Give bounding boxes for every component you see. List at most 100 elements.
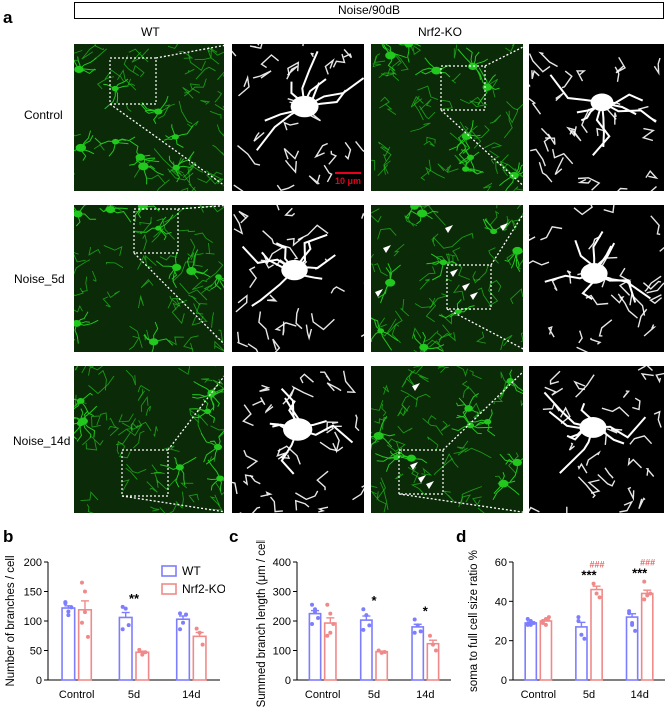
data-point bbox=[415, 623, 420, 628]
column-label-nrf2ko: Nrf2-KO bbox=[418, 25, 463, 39]
data-point bbox=[546, 615, 551, 620]
data-point bbox=[79, 580, 84, 585]
x-tick-label: 14d bbox=[630, 689, 648, 701]
data-point bbox=[433, 648, 438, 653]
data-point bbox=[412, 630, 417, 635]
legend-label: WT bbox=[182, 564, 201, 578]
legend-label: Nrf2-KO bbox=[182, 582, 225, 596]
data-point bbox=[576, 619, 581, 623]
x-tick-label: 5d bbox=[368, 689, 380, 701]
bar-wt-5d bbox=[575, 626, 588, 681]
data-point bbox=[364, 613, 369, 618]
y-tick-label: 300 bbox=[273, 587, 291, 599]
row-label-control: Control bbox=[24, 108, 63, 122]
data-point bbox=[630, 622, 635, 627]
y-tick-label: 100 bbox=[273, 646, 291, 658]
chart-soma-ratio: 0 20 40 60 soma to full cell size ratio % Con… bbox=[468, 550, 665, 701]
data-point bbox=[313, 610, 318, 615]
data-point bbox=[379, 650, 384, 655]
data-point bbox=[325, 602, 330, 607]
data-point bbox=[143, 650, 148, 655]
row-label-noise-14d: Noise_14d bbox=[13, 434, 71, 448]
data-point bbox=[123, 606, 128, 611]
x-tick-label: 14d bbox=[182, 689, 200, 701]
bar-nrf2-ko-5d bbox=[135, 651, 150, 681]
y-tick-label: 0 bbox=[285, 675, 291, 687]
micrograph-noise-14d-nrf2ko-skeleton bbox=[529, 366, 664, 513]
scale-bar bbox=[335, 172, 361, 174]
y-tick-label: 400 bbox=[273, 557, 291, 569]
data-point bbox=[197, 630, 202, 635]
data-point bbox=[126, 623, 131, 628]
micrograph-control-nrf2ko-skeleton bbox=[529, 44, 664, 191]
bar-wt-5d bbox=[118, 616, 133, 681]
data-point bbox=[582, 636, 587, 641]
data-point bbox=[69, 605, 74, 610]
data-point bbox=[525, 622, 530, 627]
data-point bbox=[137, 647, 142, 652]
bar-nrf2-ko-5d bbox=[590, 588, 603, 681]
bar-nrf2-ko-control bbox=[539, 620, 553, 681]
data-point bbox=[184, 612, 189, 617]
y-tick-label: 100 bbox=[24, 616, 42, 628]
data-point bbox=[579, 632, 584, 637]
data-point bbox=[576, 615, 581, 620]
data-point bbox=[331, 621, 336, 626]
micrograph-control-wt-skeleton bbox=[232, 44, 364, 191]
data-point bbox=[642, 597, 647, 602]
data-point bbox=[591, 581, 596, 586]
y-tick-label: 60 bbox=[495, 557, 507, 569]
data-point bbox=[418, 629, 423, 634]
data-point bbox=[427, 633, 432, 638]
data-point bbox=[633, 628, 638, 633]
data-point bbox=[66, 609, 71, 614]
micrograph-noise-14d-wt-skeleton bbox=[232, 366, 364, 513]
data-point bbox=[367, 623, 372, 628]
data-point bbox=[382, 649, 387, 654]
significance-marker: ### bbox=[640, 558, 655, 568]
data-point bbox=[328, 611, 333, 616]
data-point bbox=[645, 593, 650, 598]
data-point bbox=[597, 595, 602, 600]
scale-bar-label: 10 μm bbox=[335, 176, 362, 186]
significance-marker: * bbox=[423, 604, 429, 619]
micrograph-control-wt-fluorescence bbox=[74, 44, 224, 191]
x-tick-label: Control bbox=[59, 689, 94, 701]
data-point bbox=[63, 600, 68, 605]
y-axis-label: soma to full cell size ratio % bbox=[468, 550, 480, 692]
data-point bbox=[528, 622, 533, 627]
y-tick-label: 40 bbox=[495, 596, 507, 608]
y-tick-label: 0 bbox=[36, 675, 42, 687]
x-tick-label: Control bbox=[305, 689, 340, 701]
legend-swatch bbox=[161, 565, 177, 577]
legend-swatch bbox=[161, 583, 177, 595]
y-tick-label: 200 bbox=[24, 557, 42, 569]
data-point bbox=[543, 617, 548, 622]
panel-c-letter: c bbox=[229, 527, 239, 546]
data-point bbox=[85, 634, 90, 639]
data-point bbox=[178, 627, 183, 632]
data-point bbox=[178, 611, 183, 616]
data-point bbox=[194, 626, 199, 631]
y-tick-label: 20 bbox=[495, 636, 507, 648]
x-tick-label: 5d bbox=[128, 689, 140, 701]
significance-marker: ### bbox=[589, 560, 604, 570]
column-label-wt: WT bbox=[141, 25, 160, 39]
data-point bbox=[66, 613, 71, 618]
chart-branches: 0 50 100 150 200 Number of branches / cell Con… bbox=[5, 555, 225, 701]
data-point bbox=[310, 602, 315, 607]
bar-wt-control bbox=[524, 622, 538, 681]
data-point bbox=[325, 633, 330, 638]
data-point bbox=[313, 607, 318, 612]
x-tick-label: 5d bbox=[583, 689, 595, 701]
significance-marker: *** bbox=[632, 566, 648, 581]
data-point bbox=[328, 630, 333, 635]
data-point bbox=[200, 642, 205, 647]
data-point bbox=[543, 622, 548, 627]
panel-d-letter: d bbox=[456, 527, 467, 546]
data-point bbox=[412, 617, 417, 622]
x-tick-label: 14d bbox=[416, 689, 434, 701]
micrograph-noise-5d-nrf2ko-skeleton bbox=[529, 205, 664, 352]
y-axis-label: Summed branch length (μm / cell) bbox=[256, 540, 268, 707]
data-point bbox=[82, 589, 87, 594]
